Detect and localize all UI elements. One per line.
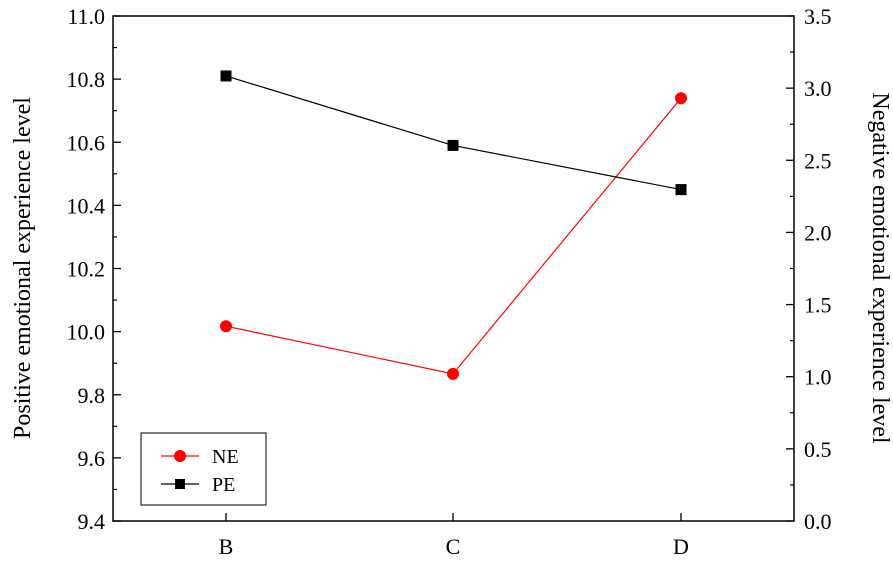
legend-ne-marker — [174, 450, 186, 462]
left-tick-label: 10.2 — [67, 257, 106, 282]
left-tick-label: 10.0 — [67, 320, 106, 345]
point-ne — [220, 320, 232, 333]
right-tick-label: 3.5 — [804, 4, 832, 29]
point-pe — [675, 184, 687, 196]
point-ne — [675, 92, 687, 105]
legend: NE PE — [140, 432, 267, 506]
right-tick-label: 0.0 — [804, 509, 832, 534]
left-tick-label: 10.8 — [67, 67, 106, 92]
x-tick-label: D — [673, 534, 689, 559]
x-tick-label: C — [446, 534, 461, 559]
point-pe — [447, 139, 459, 151]
right-axis-title: Negative emotional experience level — [867, 92, 893, 443]
legend-ne-label: NE — [212, 446, 239, 468]
left-tick-label: 10.6 — [67, 130, 106, 155]
right-tick-label: 2.0 — [804, 220, 832, 245]
right-tick-label: 2.5 — [804, 148, 832, 173]
tick-marks — [113, 15, 794, 522]
left-axis-title: Positive emotional experience level — [10, 97, 36, 439]
right-tick-label: 0.5 — [804, 437, 832, 462]
right-tick-label: 3.0 — [804, 76, 832, 101]
legend-pe-marker — [175, 479, 185, 489]
legend-box — [140, 432, 267, 506]
series-line-ne — [225, 97, 682, 375]
series-layer — [220, 70, 687, 380]
point-pe — [220, 70, 232, 82]
left-tick-label: 9.6 — [78, 446, 106, 471]
tick-labels: 9.4 9.6 9.8 10.0 10.2 10.4 10.6 10.8 11.0 0.0 0.5 1… — [67, 4, 832, 559]
left-tick-label: 9.8 — [78, 383, 106, 408]
left-tick-label: 9.4 — [78, 509, 106, 534]
right-tick-label: 1.5 — [804, 293, 832, 318]
left-tick-label: 11.0 — [67, 4, 105, 29]
left-tick-label: 10.4 — [67, 193, 106, 218]
series-line-pe — [225, 75, 682, 191]
x-tick-label: B — [219, 534, 234, 559]
legend-pe-label: PE — [212, 474, 235, 496]
right-tick-label: 1.0 — [804, 365, 832, 390]
point-ne — [447, 367, 459, 380]
